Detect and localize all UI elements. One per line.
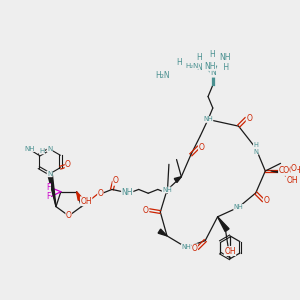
Text: N: N	[47, 146, 52, 152]
Text: O: O	[279, 167, 284, 176]
Text: H₂N: H₂N	[185, 63, 199, 69]
Polygon shape	[218, 217, 229, 232]
Text: OH: OH	[224, 247, 236, 256]
Text: H: H	[209, 50, 215, 59]
Polygon shape	[174, 177, 181, 182]
Text: NH: NH	[203, 116, 213, 122]
Text: O: O	[98, 189, 103, 198]
Text: NH: NH	[204, 61, 216, 70]
Text: OH: OH	[80, 197, 92, 206]
Text: O: O	[192, 244, 198, 253]
Text: O: O	[198, 142, 204, 152]
Polygon shape	[76, 192, 82, 200]
Text: NH: NH	[181, 244, 191, 250]
Text: N: N	[47, 171, 52, 177]
Text: COOH: COOH	[279, 167, 300, 176]
Text: H: H	[39, 148, 45, 154]
Text: NH
 H: NH H	[220, 52, 231, 72]
Text: O: O	[65, 160, 71, 169]
Text: O: O	[246, 114, 252, 123]
Text: O: O	[143, 206, 149, 214]
Text: O: O	[66, 211, 72, 220]
Text: O: O	[113, 176, 119, 185]
Text: N: N	[210, 68, 216, 77]
Text: H: H	[176, 58, 182, 67]
Text: OH: OH	[286, 176, 298, 185]
Text: F: F	[46, 192, 51, 201]
Text: H
N: H N	[253, 142, 258, 154]
Text: O: O	[291, 164, 297, 172]
Text: H₂N: H₂N	[155, 71, 170, 80]
Polygon shape	[47, 172, 56, 207]
Text: O: O	[263, 196, 269, 205]
Text: NH: NH	[24, 146, 34, 152]
Polygon shape	[158, 229, 167, 236]
Text: NH: NH	[234, 204, 244, 210]
Text: F: F	[46, 183, 51, 192]
Text: H
N: H N	[196, 52, 202, 72]
Text: NH: NH	[122, 188, 133, 197]
Text: NH: NH	[162, 187, 172, 193]
